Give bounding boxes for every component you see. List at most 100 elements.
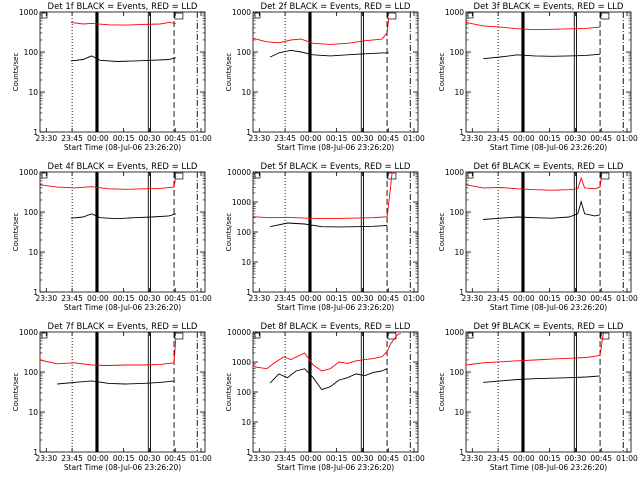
- y-tick-label: 100: [450, 368, 465, 377]
- x-axis-label: Start Time (08-Jul-06 23:26:20): [64, 143, 181, 152]
- y-axis-label: Counts/sec: [438, 53, 446, 92]
- x-tick-label: 23:45: [61, 294, 83, 303]
- x-tick-label: 23:30: [248, 294, 270, 303]
- detector-panel-2: Det 2f BLACK = Events, RED = LLD 1 10 100 10…: [225, 2, 425, 152]
- y-axis-label: Counts/sec: [438, 213, 446, 252]
- x-tick-label: 23:45: [487, 134, 509, 143]
- x-tick-label: 00:00: [87, 294, 109, 303]
- x-tick-label: 00:30: [139, 294, 161, 303]
- y-axis-label: Counts/sec: [225, 373, 233, 412]
- series-events-line: [483, 375, 601, 383]
- y-tick-label: 100: [450, 208, 465, 217]
- y-tick-label: 10: [28, 248, 38, 257]
- y-tick-label: 10000: [227, 168, 251, 177]
- x-tick-label: 01:00: [616, 134, 638, 143]
- x-tick-label: 00:00: [87, 454, 109, 463]
- series-events-line: [270, 222, 388, 228]
- y-axis-label: Counts/sec: [225, 53, 233, 92]
- y-tick-label: 1000: [19, 8, 38, 17]
- x-tick-label: 23:45: [487, 454, 509, 463]
- x-tick-label: 00:00: [300, 454, 322, 463]
- x-tick-label: 00:30: [565, 294, 587, 303]
- y-tick-label: 10: [28, 88, 38, 97]
- panel-title: Det 3f BLACK = Events, RED = LLD: [474, 2, 624, 12]
- x-tick-label: 00:00: [87, 134, 109, 143]
- x-tick-label: 23:45: [487, 294, 509, 303]
- series-events-line: [270, 49, 389, 58]
- x-tick-label: 01:00: [190, 134, 212, 143]
- detector-panel-3: Det 3f BLACK = Events, RED = LLD 1 10 100 10…: [438, 2, 638, 152]
- saa-marker: [387, 12, 397, 20]
- detector-panel-1: Det 1f BLACK = Events, RED = LLD 1 10 100 10…: [12, 2, 212, 152]
- y-tick-label: 10: [454, 248, 464, 257]
- start-marker: [467, 172, 474, 179]
- x-tick-label: 00:45: [377, 294, 399, 303]
- x-tick-label: 00:45: [590, 134, 612, 143]
- x-tick-label: 00:30: [565, 454, 587, 463]
- y-tick-label: 1: [33, 128, 38, 137]
- x-axis-label: Start Time (08-Jul-06 23:26:20): [490, 303, 607, 312]
- series-events-line: [70, 55, 176, 62]
- x-tick-label: 00:15: [539, 134, 561, 143]
- y-tick-label: 1000: [445, 8, 464, 17]
- panel-title: Det 9f BLACK = Events, RED = LLD: [474, 322, 624, 332]
- detector-panel-7: Det 7f BLACK = Events, RED = LLD 1 10 100 10…: [12, 322, 212, 472]
- y-tick-label: 1: [459, 288, 464, 297]
- y-tick-label: 1: [459, 128, 464, 137]
- detector-panel-4: Det 4f BLACK = Events, RED = LLD 1 10 100 10…: [12, 162, 212, 312]
- y-tick-label: 100: [450, 48, 465, 57]
- y-tick-label: 1000: [445, 168, 464, 177]
- x-tick-label: 00:15: [326, 294, 348, 303]
- x-tick-label: 00:15: [539, 454, 561, 463]
- series-lld-line: [252, 18, 390, 45]
- x-tick-label: 23:45: [61, 454, 83, 463]
- x-tick-label: 01:00: [403, 134, 425, 143]
- y-tick-label: 1: [33, 448, 38, 457]
- x-tick-label: 01:00: [190, 454, 212, 463]
- x-tick-label: 01:00: [403, 454, 425, 463]
- plot-frame: [39, 11, 206, 133]
- detector-panel-5: Det 5f BLACK = Events, RED = LLD 1 10 100 10…: [225, 162, 425, 312]
- x-tick-label: 00:30: [352, 294, 374, 303]
- y-tick-label: 1000: [232, 198, 251, 207]
- x-tick-label: 23:30: [461, 454, 483, 463]
- x-tick-label: 23:30: [248, 134, 270, 143]
- y-tick-label: 1000: [19, 168, 38, 177]
- x-axis-label: Start Time (08-Jul-06 23:26:20): [277, 463, 394, 472]
- start-marker: [41, 12, 48, 19]
- series-lld-line: [252, 332, 401, 372]
- start-marker: [467, 332, 474, 339]
- x-tick-label: 00:00: [513, 294, 535, 303]
- x-tick-label: 00:15: [326, 454, 348, 463]
- x-tick-label: 00:00: [300, 134, 322, 143]
- saa-marker: [600, 332, 610, 340]
- x-axis-label: Start Time (08-Jul-06 23:26:20): [490, 143, 607, 152]
- x-tick-label: 00:15: [113, 134, 135, 143]
- x-tick-label: 23:45: [274, 454, 296, 463]
- x-tick-label: 00:45: [377, 134, 399, 143]
- plot-frame: [39, 171, 206, 293]
- x-tick-label: 23:30: [35, 294, 57, 303]
- x-axis-label: Start Time (08-Jul-06 23:26:20): [490, 463, 607, 472]
- series-events-line: [269, 368, 388, 391]
- start-marker: [254, 12, 261, 19]
- x-tick-label: 00:45: [590, 294, 612, 303]
- x-tick-label: 00:00: [300, 294, 322, 303]
- y-tick-label: 100: [24, 48, 39, 57]
- x-tick-label: 00:15: [539, 294, 561, 303]
- x-tick-label: 23:30: [35, 134, 57, 143]
- series-events-line: [57, 380, 175, 385]
- series-events-line: [483, 53, 601, 60]
- y-tick-label: 10: [454, 88, 464, 97]
- y-axis-label: Counts/sec: [438, 373, 446, 412]
- y-tick-label: 1: [246, 288, 251, 297]
- start-marker: [41, 172, 48, 179]
- series-lld-line: [252, 171, 396, 220]
- y-tick-label: 100: [24, 368, 39, 377]
- plot-frame: [465, 331, 632, 453]
- start-marker: [467, 12, 474, 19]
- y-axis-label: Counts/sec: [12, 373, 20, 412]
- y-tick-label: 1: [246, 448, 251, 457]
- y-tick-label: 100: [24, 208, 39, 217]
